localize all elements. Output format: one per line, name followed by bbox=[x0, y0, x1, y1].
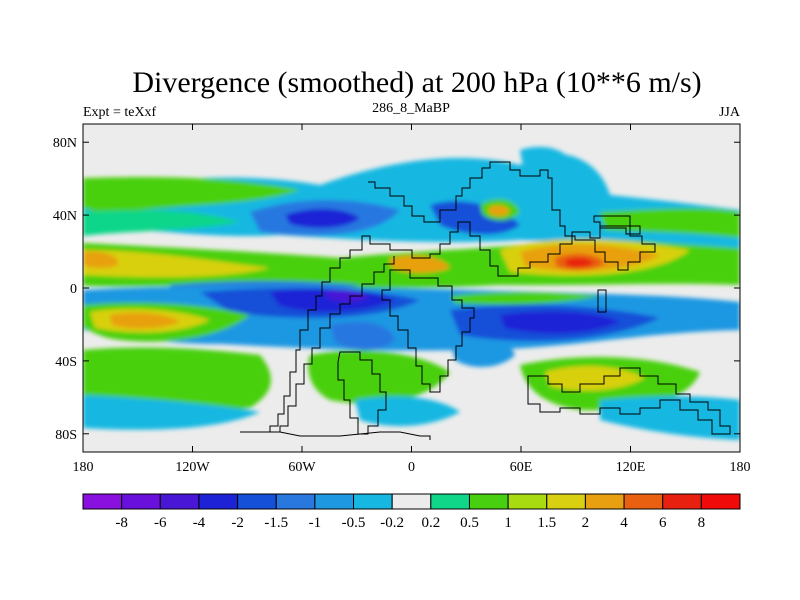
contour-orange-asia-cell bbox=[488, 205, 510, 217]
colorbar-level-label: 8 bbox=[698, 515, 706, 531]
colorbar-swatch bbox=[275, 493, 316, 510]
colorbar-level-label: 0.5 bbox=[460, 515, 479, 531]
colorbar-level-label: -1 bbox=[309, 515, 322, 531]
colorbar-swatch bbox=[662, 493, 702, 510]
contour-green-pacific-north bbox=[600, 208, 740, 238]
plot-area bbox=[83, 124, 740, 452]
contour-darkblue-north-atlantic bbox=[285, 208, 360, 228]
contour-green-equatorial-slit bbox=[450, 292, 600, 305]
colorbar-swatch bbox=[391, 493, 432, 510]
colorbar-swatch bbox=[700, 493, 741, 510]
x-tick-label: 180 bbox=[730, 460, 751, 475]
x-tick-label: 120W bbox=[175, 460, 210, 475]
colorbar-level-label: -2 bbox=[231, 515, 244, 531]
run-label: 286_8_MaBP bbox=[372, 101, 450, 116]
colorbar-swatch bbox=[546, 493, 586, 510]
colorbar-level-label: -6 bbox=[154, 515, 167, 531]
contour-cyan-north-band bbox=[83, 153, 740, 250]
contour-cyan-south-atlantic bbox=[355, 396, 460, 427]
colorbar-level-label: -0.2 bbox=[380, 515, 404, 531]
coastline-australia bbox=[527, 367, 731, 435]
colorbar-swatch bbox=[82, 493, 123, 510]
colorbar-level-label: 4 bbox=[620, 515, 628, 531]
colorbar-swatch bbox=[430, 493, 470, 510]
coastline-africa bbox=[381, 269, 475, 393]
y-tick-label: 80S bbox=[55, 428, 77, 443]
experiment-label: Expt = teXxf bbox=[83, 105, 157, 120]
colorbar-swatch bbox=[159, 493, 200, 510]
y-tick-label: 80N bbox=[53, 136, 77, 151]
contour-darkred-monsoon bbox=[565, 257, 594, 268]
contour-yellow-tropical-band bbox=[83, 250, 270, 278]
colorbar-level-label: -4 bbox=[193, 515, 206, 531]
contour-green-north-band bbox=[83, 177, 300, 213]
colorbar-swatch bbox=[121, 493, 161, 510]
x-tick-label: 120E bbox=[616, 460, 646, 475]
contour-orange-africa bbox=[390, 255, 450, 274]
contour-darkblue-indian-ocean bbox=[500, 311, 620, 334]
contour-blue-south-america bbox=[330, 321, 395, 351]
colorbar-level-label: -8 bbox=[115, 515, 128, 531]
contour-blue-asia bbox=[430, 201, 520, 235]
contour-purple-equatorial bbox=[325, 290, 368, 302]
contour-cyan-south-ocean bbox=[83, 395, 260, 430]
colorbar-swatch bbox=[507, 493, 548, 510]
x-axis: 180 120W 60W 0 60E 120E 180 bbox=[73, 124, 751, 475]
colorbar-swatch bbox=[198, 493, 239, 510]
y-tick-label: 0 bbox=[70, 282, 77, 297]
y-tick-label: 40N bbox=[53, 209, 77, 224]
contour-orange-south-band bbox=[110, 312, 180, 329]
colorbar-level-label: 2 bbox=[582, 515, 590, 531]
colorbar-level-label: 6 bbox=[659, 515, 667, 531]
colorbar: -8 -6 -4 -2 -1.5 -1 -0.5 -0.2 0.2 0.5 1 1.5 2 4 6 8 bbox=[82, 493, 741, 531]
coastline-antarctica bbox=[240, 431, 431, 440]
coastline-south-america bbox=[337, 351, 387, 435]
coastline-americas bbox=[269, 161, 656, 433]
y-tick-label: 40S bbox=[55, 355, 77, 370]
continent-outlines bbox=[240, 161, 731, 440]
chart-title: Divergence (smoothed) at 200 hPa (10**6 … bbox=[132, 66, 701, 99]
colorbar-swatch bbox=[314, 493, 355, 510]
colorbar-level-label: 0.2 bbox=[421, 515, 440, 531]
colorbar-swatch bbox=[468, 493, 509, 510]
contour-cyan-south-pacific bbox=[600, 396, 740, 440]
contour-cyan-north-polar bbox=[520, 146, 575, 173]
coastline-maritime-islands bbox=[597, 289, 607, 313]
contour-field bbox=[83, 146, 740, 440]
contour-orange-west-pacific bbox=[83, 251, 119, 269]
y-axis: 80N 40N 0 40S 80S bbox=[53, 136, 740, 443]
contour-green-north-band-2 bbox=[83, 210, 240, 236]
season-label: JJA bbox=[719, 105, 741, 120]
colorbar-swatch bbox=[237, 493, 277, 510]
coastline-japan-korea bbox=[593, 215, 641, 235]
colorbar-level-label: -1.5 bbox=[264, 515, 288, 531]
contour-cyan-antarctic bbox=[450, 338, 515, 367]
colorbar-level-label: 1 bbox=[504, 515, 512, 531]
x-tick-label: 0 bbox=[408, 460, 415, 475]
x-tick-label: 180 bbox=[73, 460, 94, 475]
contour-green-south-ocean bbox=[83, 347, 271, 412]
colorbar-swatch bbox=[353, 493, 393, 510]
x-tick-label: 60E bbox=[510, 460, 533, 475]
x-tick-label: 60W bbox=[288, 460, 316, 475]
colorbar-swatch bbox=[623, 493, 664, 510]
colorbar-level-label: 1.5 bbox=[537, 515, 556, 531]
colorbar-swatch bbox=[584, 493, 625, 510]
colorbar-level-label: -0.5 bbox=[342, 515, 366, 531]
